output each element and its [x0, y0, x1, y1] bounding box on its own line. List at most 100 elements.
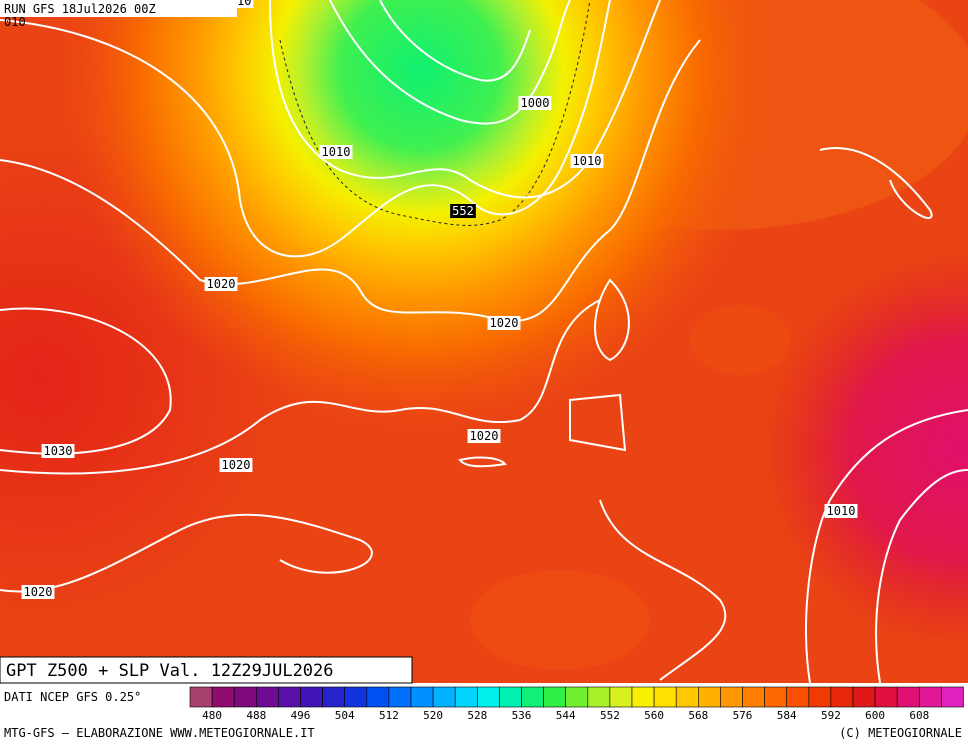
scale-swatch — [454, 686, 478, 708]
isobars — [0, 0, 968, 684]
isobar-label: 1010 — [319, 145, 353, 159]
map-layer — [690, 305, 790, 375]
scale-label: 576 — [733, 709, 753, 722]
scale-swatch — [189, 686, 213, 708]
scale-swatch — [521, 686, 544, 708]
scale-swatch — [918, 686, 942, 708]
isobar-text: 552 — [452, 204, 474, 218]
title-box — [0, 656, 413, 684]
scale-label: 536 — [512, 709, 532, 722]
scale-label: 552 — [600, 709, 620, 722]
height-contour — [279, 0, 591, 226]
scale-swatch — [609, 686, 633, 708]
scale-label: 480 — [202, 709, 222, 722]
scale-swatch — [896, 686, 920, 708]
isobar-text: 1030 — [44, 444, 73, 458]
scale-swatch — [322, 686, 346, 708]
scale-swatch — [211, 686, 235, 708]
scale-label: 608 — [909, 709, 929, 722]
scale-label: 528 — [467, 709, 487, 722]
scale-label: 560 — [644, 709, 664, 722]
isobar-text: 1010 — [322, 145, 351, 159]
scale-label: 544 — [556, 709, 576, 722]
scale-swatch — [697, 686, 721, 708]
scale-swatch — [874, 686, 898, 708]
isobar-box — [41, 444, 75, 458]
scale-swatch — [675, 686, 699, 708]
isobar-text: 1020 — [24, 585, 53, 599]
isobar-text: 1010 — [573, 154, 602, 168]
isobar-box — [21, 585, 55, 599]
isobar-label: 1020 — [204, 277, 238, 291]
isobar-label: 1020 — [467, 429, 501, 443]
isobar-box — [319, 145, 353, 159]
scale-swatch — [653, 686, 677, 708]
scale-swatch — [543, 686, 566, 708]
scale-swatch — [852, 686, 876, 708]
scale-swatch — [366, 686, 390, 708]
isobar-text: 1020 — [470, 429, 499, 443]
scale-swatch — [941, 686, 964, 708]
isobar-label: 552 — [450, 204, 476, 218]
scale-label: 584 — [777, 709, 797, 722]
scale-swatch — [808, 686, 832, 708]
scale-swatch — [720, 686, 743, 708]
source-label: DATI NCEP GFS 0.25° — [4, 690, 141, 704]
scale-label: 568 — [688, 709, 708, 722]
isobar-label: 1000 — [518, 96, 552, 110]
scale-swatch — [499, 686, 522, 708]
run-box — [0, 0, 237, 17]
isobar-box — [467, 429, 501, 443]
scale-swatch — [388, 686, 412, 708]
isobar-box — [450, 204, 476, 218]
copyright-label: (C) METEOGIORNALE — [839, 726, 962, 740]
map-layer — [470, 570, 650, 670]
isobar-text: 1020 — [490, 316, 519, 330]
scale-swatch — [255, 686, 279, 708]
map-layer — [0, 0, 968, 683]
scale-swatch — [233, 686, 257, 708]
isobar-label: 1010 — [570, 154, 604, 168]
isobar-label: 1020 — [219, 458, 253, 472]
scale-label: 592 — [821, 709, 841, 722]
scale-label: 496 — [291, 709, 311, 722]
scale-label: 512 — [379, 709, 399, 722]
isobar-label: 1020 — [487, 316, 521, 330]
map-title: GPT Z500 + SLP Val. 12Z29JUL2026 — [6, 661, 334, 681]
scale-swatch — [830, 686, 854, 708]
isobar-box — [824, 504, 858, 518]
scale-swatch — [432, 686, 456, 708]
scale-swatch — [300, 686, 323, 708]
isobar-label: 1010 — [824, 504, 858, 518]
scale-swatch — [476, 686, 500, 708]
scale-swatch — [565, 686, 589, 708]
scale-swatch — [631, 686, 655, 708]
isobar-label: 1030 — [41, 444, 75, 458]
credit-label: MTG-GFS – ELABORAZIONE WWW.METEOGIORNALE… — [4, 726, 315, 740]
isobar-text: 1000 — [521, 96, 550, 110]
edge-label: 010 — [4, 15, 26, 29]
isobar-box — [487, 316, 521, 330]
isobar-text: 1010 — [827, 504, 856, 518]
isobar-text: 1020 — [207, 277, 236, 291]
scale-swatch — [344, 686, 368, 708]
scale-label: 600 — [865, 709, 885, 722]
scale-swatch — [764, 686, 787, 708]
scale-swatch — [410, 686, 434, 708]
isobar-label: 1020 — [21, 585, 55, 599]
isobar-box — [518, 96, 552, 110]
scale-swatch — [587, 686, 611, 708]
isobar-box — [204, 277, 238, 291]
scale-label: 488 — [246, 709, 266, 722]
scale-swatch — [786, 686, 810, 708]
isobar-box — [570, 154, 604, 168]
scale-swatch — [742, 686, 765, 708]
isobar-text: 1020 — [222, 458, 251, 472]
scale-label: 520 — [423, 709, 443, 722]
isobar-box — [219, 458, 253, 472]
run-label: RUN GFS 18Jul2026 00Z — [4, 2, 156, 16]
scale-swatch — [278, 686, 301, 708]
scale-label: 504 — [335, 709, 355, 722]
